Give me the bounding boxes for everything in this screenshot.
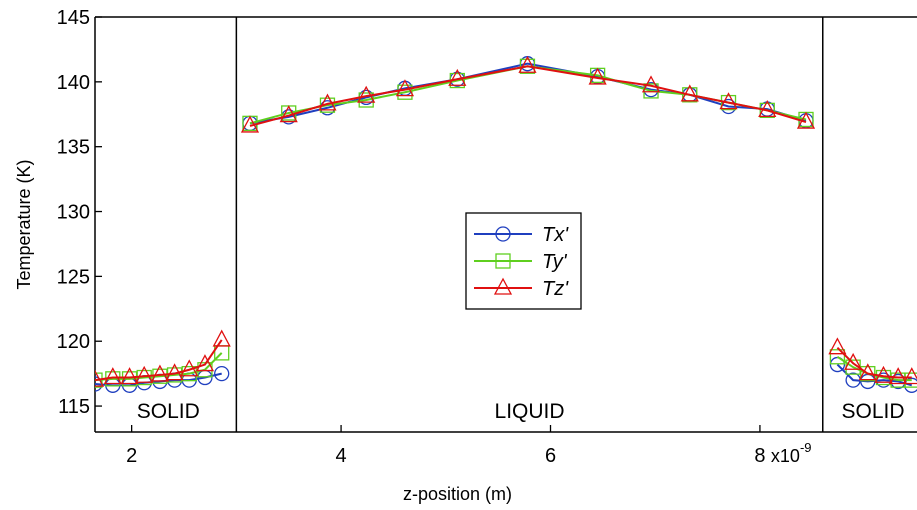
series-triangle-point	[448, 68, 467, 86]
series-square-point	[519, 58, 536, 74]
y-tick-label: 135	[57, 137, 90, 159]
series-triangle-point	[195, 354, 215, 372]
y-axis-title: Temperature (K)	[14, 159, 34, 289]
legend-label-circle: Tx'	[542, 224, 569, 246]
region-label-solid: SOLID	[842, 400, 905, 423]
series-triangle-point	[588, 67, 607, 85]
x-tick-label: 2	[126, 445, 137, 467]
series-triangle-point	[874, 365, 893, 383]
y-tick-label: 130	[57, 202, 90, 224]
series-triangle-line	[836, 346, 912, 379]
axes-layer	[94, 16, 917, 433]
legend-marker-square	[495, 253, 511, 269]
y-tick-label: 125	[57, 266, 90, 288]
series-triangle-line	[249, 65, 807, 127]
series-triangle-point	[844, 352, 863, 370]
region-label-solid: SOLID	[137, 400, 200, 423]
data-layer	[95, 55, 917, 393]
series-square-point	[829, 349, 846, 365]
series-triangle-point	[318, 93, 337, 111]
x-axis-title: z-position (m)	[403, 484, 512, 504]
series-triangle-point	[357, 85, 376, 103]
series-triangle-point	[796, 111, 816, 129]
series-triangle-point	[150, 364, 170, 382]
y-tick-label: 115	[58, 396, 90, 418]
x-tick-label: 8	[754, 445, 765, 467]
legend-label-square: Ty'	[542, 251, 568, 273]
series-square-point	[397, 84, 413, 100]
y-tick-label: 140	[57, 72, 90, 94]
series-triangle-point	[719, 92, 738, 110]
x-tick-label: 4	[336, 445, 347, 467]
series-triangle-point	[279, 105, 298, 123]
series-triangle-point	[758, 99, 777, 118]
series-circle-point	[214, 365, 230, 382]
series-triangle-point	[902, 367, 917, 385]
series-triangle-point	[165, 363, 184, 381]
region-label-liquid: LIQUID	[495, 400, 565, 423]
series-square-point	[682, 87, 698, 103]
series-triangle-point	[889, 367, 908, 385]
legend: Tx' Ty' Tz'	[465, 212, 582, 310]
x-axis-exponent-label: x10-9	[771, 440, 812, 466]
series-square-point	[720, 94, 737, 111]
series-square-line	[249, 65, 807, 125]
series-triangle-point	[212, 329, 231, 347]
legend-label-triangle: Tz'	[542, 278, 569, 300]
series-triangle-point	[103, 367, 122, 385]
series-circle-line	[249, 62, 807, 125]
series-square-point	[759, 102, 775, 119]
legend-marker-triangle	[493, 277, 513, 295]
series-triangle-point	[518, 55, 537, 73]
legend-marker-circle	[495, 226, 511, 242]
series-square-point	[860, 365, 876, 382]
series-triangle-point	[95, 369, 105, 387]
series-triangle-point	[641, 75, 661, 93]
series-triangle-point	[135, 365, 154, 383]
series-triangle-point	[395, 79, 415, 97]
series-square-point	[95, 372, 103, 388]
y-tick-label: 145	[57, 7, 90, 29]
series-triangle-point	[680, 84, 699, 102]
series-triangle-point	[240, 115, 260, 133]
series-square-point	[121, 371, 138, 387]
x-tick-label: 6	[545, 445, 556, 467]
series-triangle-point	[180, 359, 199, 377]
y-tick-label: 120	[57, 331, 90, 353]
series-triangle-point	[858, 363, 877, 381]
series-triangle-point	[120, 367, 139, 385]
label-layer: 115 120 125 130 135 140 145 2 4 6 8 x10-9 z-position…	[14, 7, 905, 504]
series-triangle-point	[828, 337, 847, 355]
